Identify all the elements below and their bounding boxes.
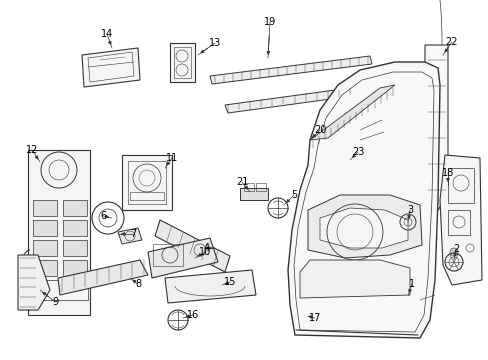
Bar [63,200,87,216]
Polygon shape [439,155,481,285]
Text: 19: 19 [264,17,276,27]
Text: 21: 21 [235,177,248,187]
Polygon shape [170,43,195,82]
Text: 2: 2 [452,244,458,254]
Text: 11: 11 [165,153,178,163]
Bar [320,316,330,323]
Polygon shape [209,56,371,84]
Bar [33,220,57,236]
Bar [63,240,87,256]
Bar [130,192,163,200]
Polygon shape [155,220,229,272]
Polygon shape [307,195,421,258]
Text: 12: 12 [26,145,38,155]
Polygon shape [287,62,439,338]
Text: 8: 8 [135,279,141,289]
Polygon shape [82,48,140,87]
Text: 3: 3 [406,205,412,215]
Text: 7: 7 [130,229,136,239]
Text: 18: 18 [441,168,453,178]
Polygon shape [18,255,50,310]
Bar [33,280,88,300]
Polygon shape [28,150,90,315]
Text: 1: 1 [408,279,414,289]
Bar [307,316,317,323]
Text: 10: 10 [199,247,211,257]
Polygon shape [164,270,256,303]
Bar [244,183,253,191]
Bar [447,168,473,203]
Polygon shape [424,45,447,210]
Text: 22: 22 [445,37,457,47]
Text: 14: 14 [101,29,113,39]
Text: 9: 9 [52,297,58,307]
Text: 17: 17 [308,313,321,323]
Polygon shape [319,208,407,248]
Text: 15: 15 [224,277,236,287]
Text: 13: 13 [208,38,221,48]
Circle shape [449,248,457,256]
Bar [447,210,469,235]
Polygon shape [58,260,148,295]
Polygon shape [118,228,142,244]
Bar [33,260,57,276]
Text: 4: 4 [203,243,210,253]
Polygon shape [309,85,394,140]
Text: 5: 5 [290,190,297,200]
Polygon shape [122,155,172,210]
Bar [256,183,265,191]
Bar [240,188,267,200]
Text: 6: 6 [100,211,106,221]
Bar [63,220,87,236]
Bar [153,244,183,266]
Bar [63,260,87,276]
Bar [33,240,57,256]
Text: 23: 23 [351,147,364,157]
Polygon shape [148,238,218,278]
Polygon shape [299,260,409,298]
Bar [33,200,57,216]
Text: 20: 20 [313,125,325,135]
Polygon shape [224,88,352,113]
Bar [305,313,339,325]
Text: 16: 16 [186,310,199,320]
Polygon shape [354,108,387,155]
